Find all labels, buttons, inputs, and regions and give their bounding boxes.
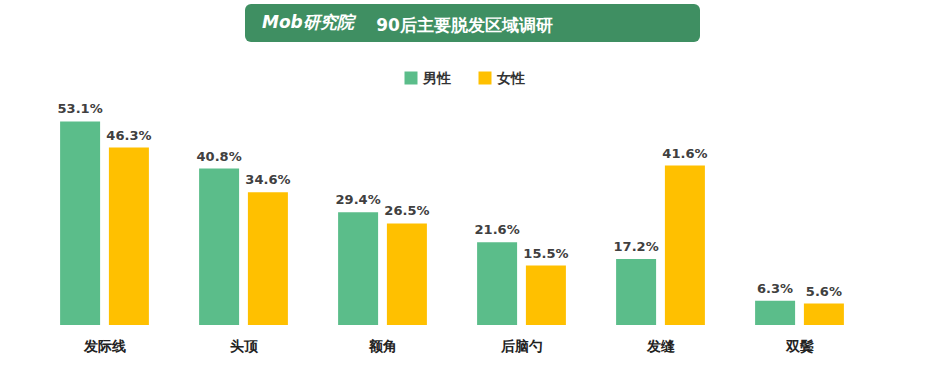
- svg-text:17.2%: 17.2%: [614, 239, 659, 254]
- svg-text:男性: 男性: [422, 70, 451, 86]
- svg-text:40.8%: 40.8%: [197, 149, 242, 164]
- svg-text:34.6%: 34.6%: [245, 172, 290, 187]
- svg-text:21.6%: 21.6%: [475, 222, 520, 237]
- svg-text:发缝: 发缝: [646, 338, 676, 354]
- svg-text:5.6%: 5.6%: [806, 284, 842, 299]
- svg-text:90后主要脱发区域调研: 90后主要脱发区域调研: [376, 15, 553, 35]
- svg-text:发际线: 发际线: [83, 338, 126, 354]
- svg-text:15.5%: 15.5%: [523, 246, 568, 261]
- svg-text:29.4%: 29.4%: [336, 192, 381, 207]
- svg-text:后脑勺: 后脑勺: [500, 338, 543, 354]
- svg-text:Mob研究院: Mob研究院: [262, 12, 357, 32]
- svg-text:女性: 女性: [496, 70, 525, 86]
- svg-text:6.3%: 6.3%: [757, 281, 793, 296]
- svg-text:53.1%: 53.1%: [58, 101, 103, 116]
- svg-text:26.5%: 26.5%: [384, 203, 429, 218]
- svg-text:双鬓: 双鬓: [785, 338, 814, 354]
- svg-text:46.3%: 46.3%: [106, 128, 151, 143]
- svg-text:额角: 额角: [368, 338, 397, 354]
- svg-text:头顶: 头顶: [230, 338, 259, 354]
- svg-text:41.6%: 41.6%: [662, 146, 707, 161]
